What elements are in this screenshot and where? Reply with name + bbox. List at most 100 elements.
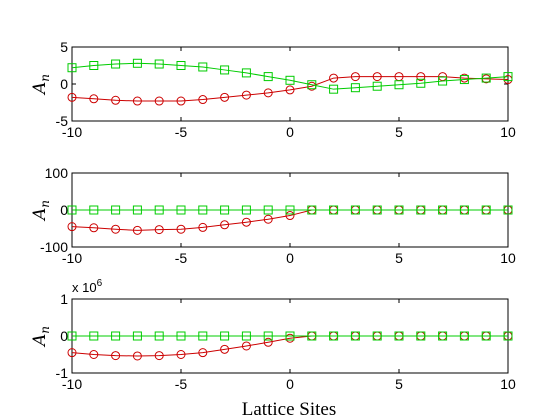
data-point-square — [416, 331, 426, 341]
x-tick-label: -5 — [175, 124, 188, 140]
data-point-square — [459, 205, 469, 215]
data-point-circle — [220, 92, 230, 102]
data-point-circle — [67, 222, 77, 232]
data-point-circle — [132, 351, 142, 361]
x-axis-label: Lattice Sites — [242, 399, 336, 420]
data-point-square — [285, 331, 295, 341]
x-tick-label: 0 — [286, 124, 294, 140]
data-point-square — [111, 205, 121, 215]
data-point-square — [372, 81, 382, 91]
data-point-square — [67, 331, 77, 341]
x-tick-label: -10 — [62, 376, 82, 392]
y-tick-label: 5 — [60, 39, 68, 55]
data-point-square — [198, 331, 208, 341]
data-point-square — [241, 205, 251, 215]
data-point-square — [481, 73, 491, 83]
y-tick-label: -1 — [56, 365, 69, 381]
x-tick-label: 10 — [500, 124, 516, 140]
data-point-square — [89, 61, 99, 70]
y-tick-label: 100 — [45, 165, 69, 181]
data-point-square — [307, 205, 317, 215]
data-point-square — [329, 331, 339, 341]
y-axis-label: An — [30, 200, 52, 222]
x-tick-label: -5 — [175, 376, 188, 392]
data-point-square — [111, 331, 121, 341]
y-tick-label: 1 — [60, 291, 68, 307]
data-point-square — [154, 59, 164, 69]
data-point-circle — [132, 225, 142, 235]
data-point-circle — [111, 95, 121, 105]
data-point-circle — [220, 344, 230, 354]
data-point-square — [416, 78, 426, 88]
data-point-square — [394, 205, 404, 215]
x-tick-label: 0 — [286, 376, 294, 392]
y-tick-label: -5 — [56, 113, 69, 129]
data-point-square — [503, 205, 513, 215]
data-point-square — [350, 205, 360, 215]
data-point-square — [132, 331, 142, 341]
x-tick-label: 5 — [395, 250, 403, 266]
data-point-circle — [241, 217, 251, 227]
data-point-square — [67, 63, 77, 73]
data-point-circle — [241, 341, 251, 351]
subplot-2: -10 -5 0 5 10 -100 0 100 An — [30, 165, 516, 266]
y-axis-label: An — [30, 74, 52, 96]
data-point-circle — [89, 94, 99, 104]
y-tick-label: 0 — [60, 328, 68, 344]
x-tick-label: 10 — [500, 376, 516, 392]
data-point-square — [350, 83, 360, 93]
data-point-circle — [67, 348, 77, 358]
data-point-square — [416, 205, 426, 215]
y-tick-label: -100 — [40, 239, 68, 255]
data-point-square — [241, 331, 251, 341]
data-point-circle — [154, 96, 164, 106]
data-point-square — [285, 205, 295, 215]
data-point-circle — [263, 337, 273, 347]
data-point-circle — [198, 348, 208, 358]
x-tick-label: -5 — [175, 250, 188, 266]
data-point-square — [67, 205, 77, 215]
data-point-circle — [154, 225, 164, 235]
data-point-circle — [132, 96, 142, 106]
data-point-square — [220, 331, 230, 341]
data-point-circle — [263, 88, 273, 98]
y-tick-label: 0 — [60, 202, 68, 218]
x-tick-label: -10 — [62, 250, 82, 266]
data-point-square — [154, 205, 164, 215]
x-tick-label: 10 — [500, 250, 516, 266]
series-line-red — [71, 76, 509, 102]
data-point-square — [111, 59, 121, 69]
data-point-square — [198, 62, 208, 72]
data-point-square — [503, 72, 513, 82]
data-point-circle — [67, 92, 77, 102]
data-point-circle — [89, 350, 99, 359]
data-point-square — [438, 331, 448, 341]
data-point-circle — [285, 85, 295, 95]
y-axis-multiplier: x 106 — [72, 278, 103, 295]
data-point-square — [132, 205, 142, 215]
data-point-square — [350, 331, 360, 341]
data-point-square — [481, 205, 491, 215]
data-point-circle — [176, 96, 186, 106]
data-point-circle — [111, 351, 121, 361]
data-point-circle — [198, 222, 208, 232]
data-point-square — [132, 58, 142, 68]
data-point-square — [438, 205, 448, 215]
x-tick-label: -10 — [62, 124, 82, 140]
data-point-square — [220, 65, 230, 75]
data-point-square — [329, 205, 339, 215]
data-point-square — [459, 331, 469, 341]
data-point-circle — [285, 211, 295, 221]
data-point-square — [176, 331, 186, 341]
data-point-circle — [154, 351, 164, 361]
data-point-square — [241, 68, 251, 78]
data-point-square — [176, 205, 186, 215]
data-point-circle — [263, 214, 273, 224]
x-tick-label: 0 — [286, 250, 294, 266]
data-point-square — [459, 75, 469, 85]
data-point-circle — [416, 72, 426, 82]
